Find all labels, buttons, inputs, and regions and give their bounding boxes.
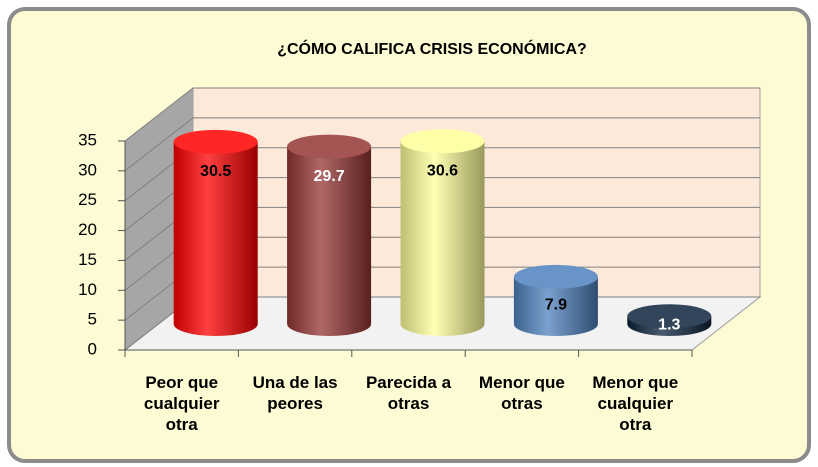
y-tick-label: 35: [78, 130, 97, 149]
bar-top: [513, 264, 598, 289]
bar: [287, 146, 372, 336]
y-tick-label: 5: [88, 310, 97, 329]
value-label: 29.7: [314, 168, 345, 185]
y-tick-label: 30: [78, 160, 97, 179]
bar-top: [627, 304, 712, 329]
x-tick-label: Menor que cualquier otra: [592, 373, 679, 434]
grid-line: [124, 117, 760, 172]
bar: [513, 276, 598, 336]
x-tick-label: Menor que otras: [478, 373, 565, 413]
value-label: 7.9: [545, 297, 567, 314]
bar: [400, 141, 485, 336]
bar-top: [400, 129, 485, 154]
value-label: 30.6: [427, 162, 458, 179]
grid-line: [124, 87, 760, 142]
bar: [173, 141, 258, 336]
chart-title: ¿CÓMO CALIFICA CRISIS ECONÓMICA?: [277, 39, 587, 58]
y-tick-label: 15: [78, 250, 97, 269]
bar-top: [173, 129, 258, 154]
y-tick-label: 0: [88, 339, 97, 358]
y-tick-label: 10: [78, 280, 97, 299]
x-tick-label: Peor que cualquier otra: [143, 373, 220, 434]
value-label: 30.5: [200, 163, 231, 180]
x-tick-label: Parecida a otras: [365, 373, 452, 413]
x-tick-label: Una de las peores: [252, 373, 338, 413]
y-tick-label: 25: [78, 190, 97, 209]
value-label: 1.3: [658, 316, 680, 333]
bar-top: [287, 134, 372, 159]
y-tick-label: 20: [78, 220, 97, 239]
